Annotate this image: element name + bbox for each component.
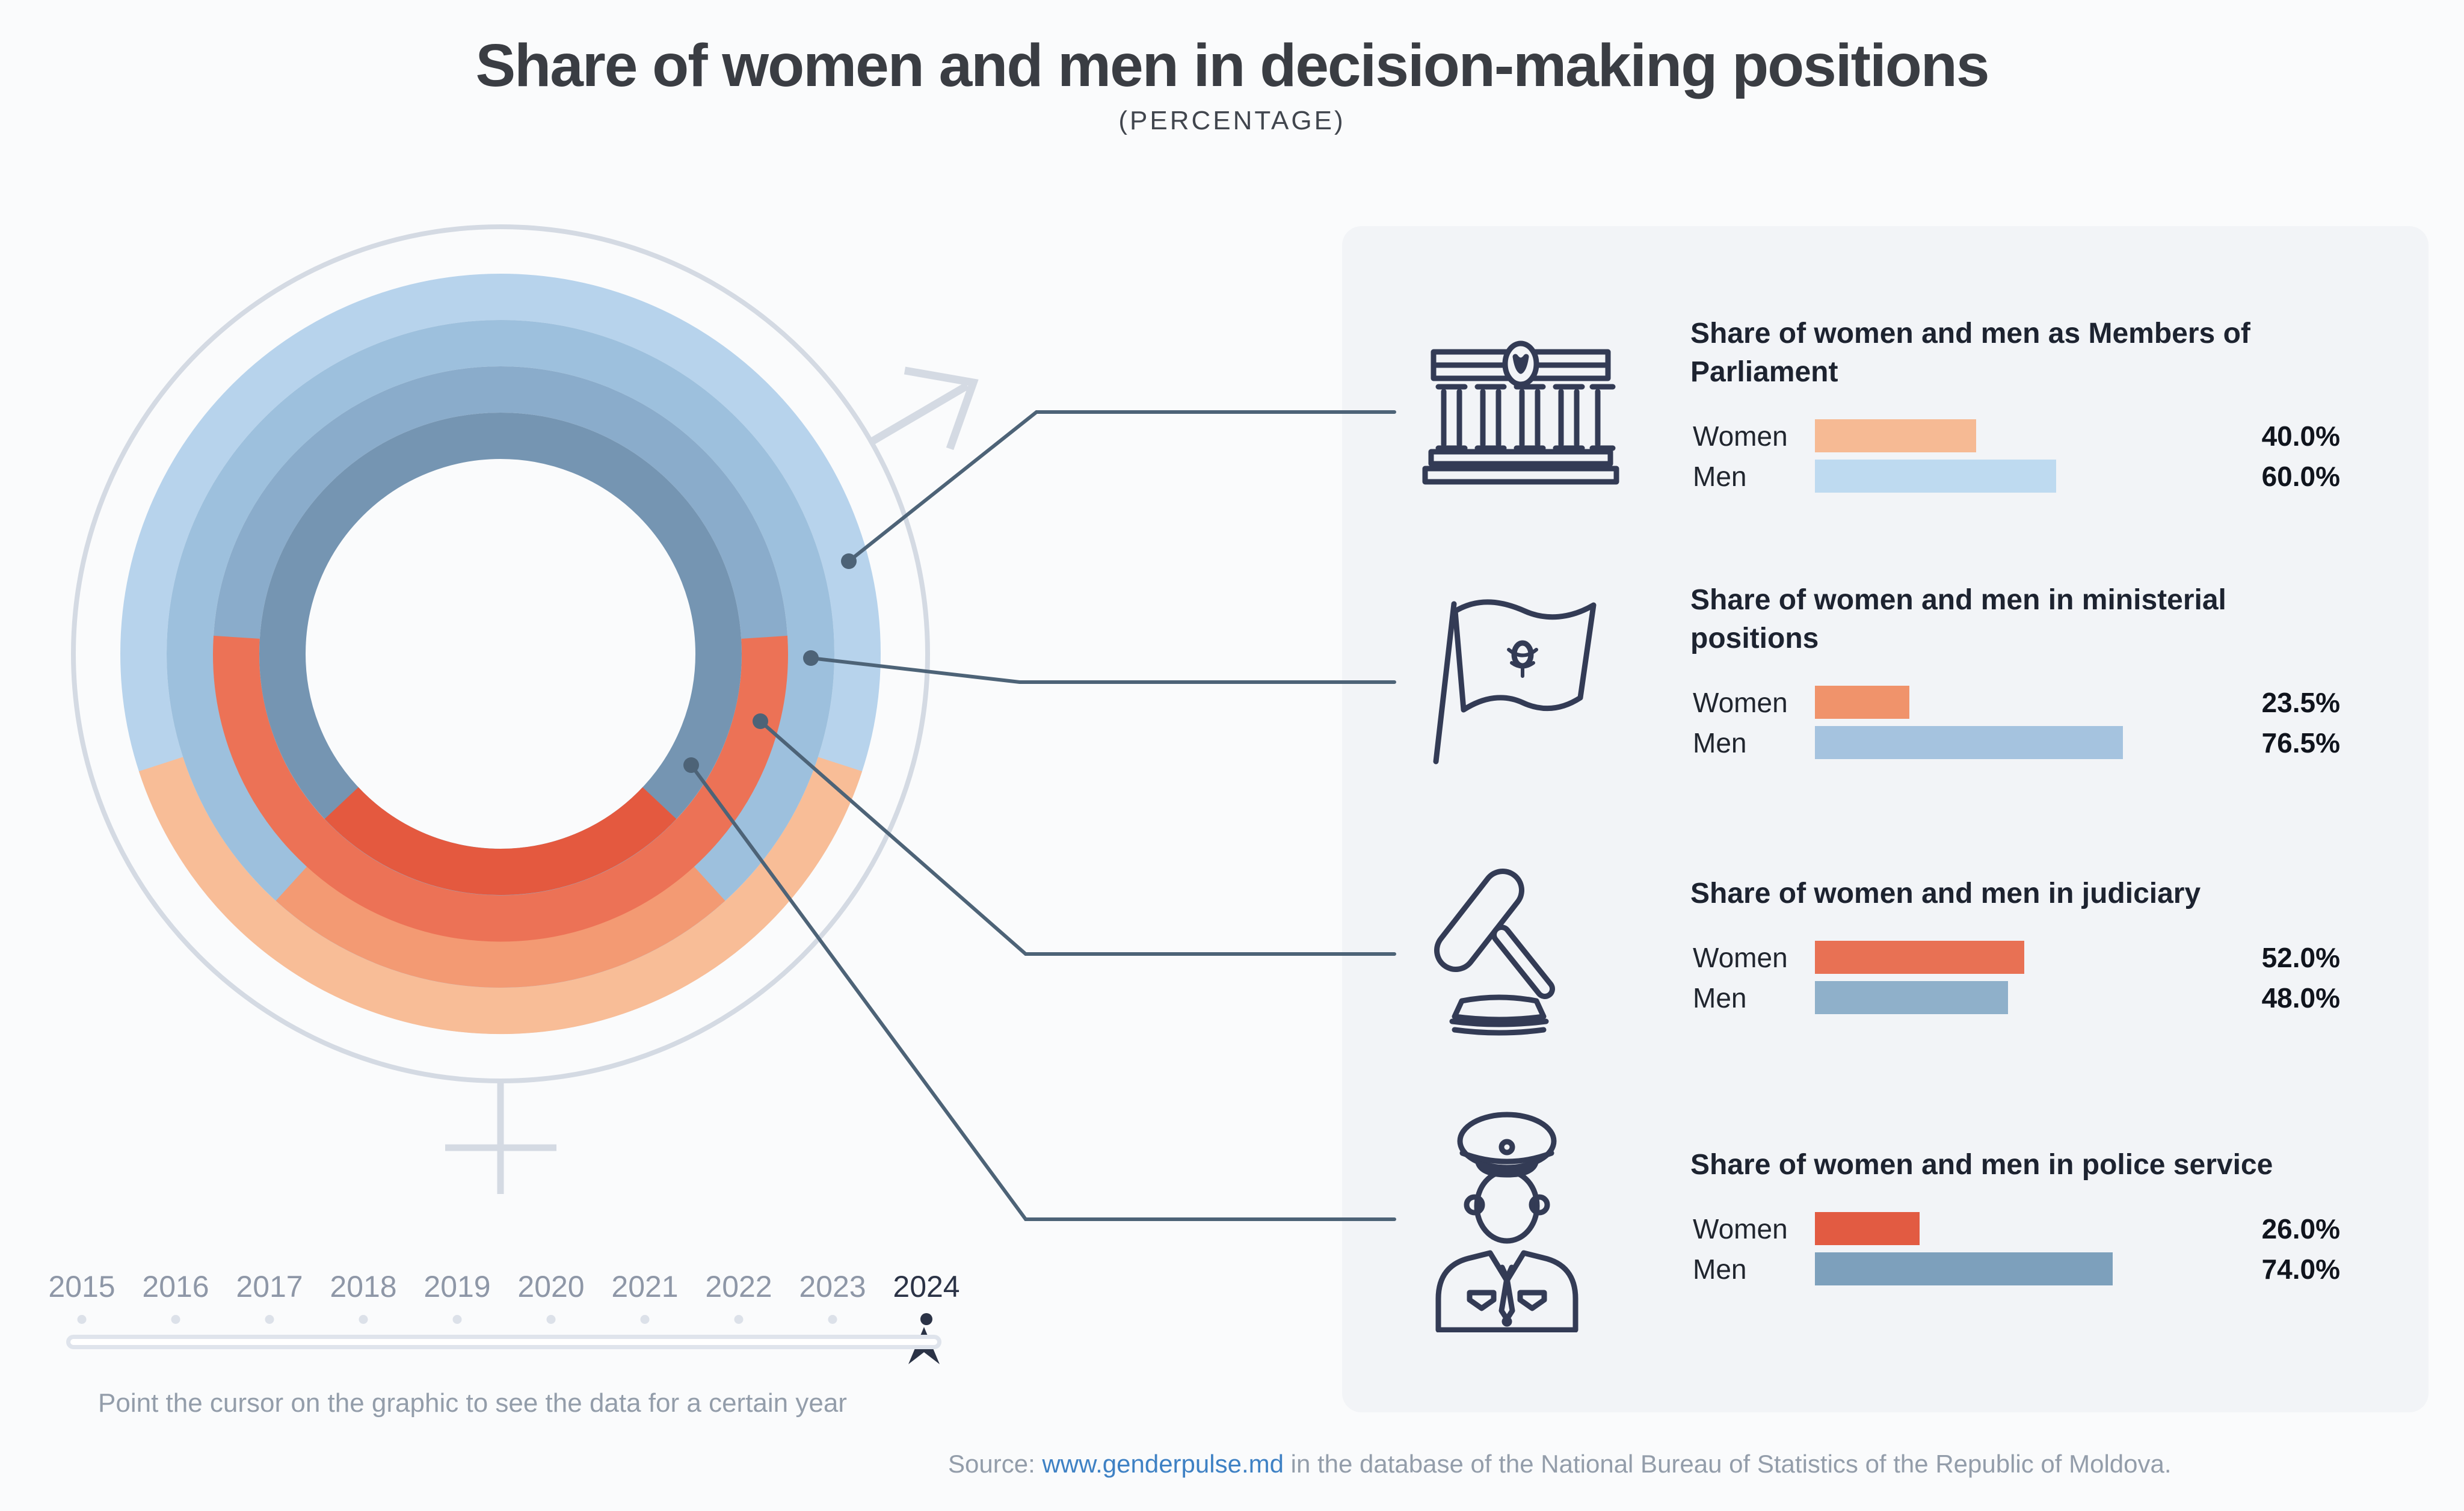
female-symbol-cross (445, 1081, 556, 1194)
timeline-year-2020[interactable]: 2020 (517, 1270, 585, 1303)
male-symbol-arrow-icon (870, 366, 979, 451)
connector-police (689, 763, 1396, 1221)
page-subtitle: (PERCENTAGE) (1118, 106, 1346, 135)
timeline-year-2015[interactable]: 2015 (48, 1270, 116, 1303)
stat-row-women: Women 26.0% (1690, 1212, 2340, 1245)
men-label: Men (1693, 460, 1747, 492)
gender-symbol (71, 224, 979, 1194)
men-value: 76.5% (2261, 727, 2340, 759)
section-ministerial: Share of women and men in ministerial po… (1690, 581, 2340, 766)
connector-dots (683, 553, 857, 773)
timeline-dot-2018[interactable] (359, 1315, 368, 1324)
timeline-dot-2016[interactable] (171, 1315, 180, 1324)
ring-women-1[interactable] (276, 866, 725, 988)
timeline-year-2017[interactable]: 2017 (236, 1270, 303, 1303)
source-line: Source: www.genderpulse.md in the databa… (948, 1450, 2172, 1479)
timeline-year-2019[interactable]: 2019 (424, 1270, 491, 1303)
section-title: Share of women and men in judiciary (1690, 878, 2201, 909)
page-title: Share of women and men in decision-makin… (475, 32, 1989, 99)
connector-ministerial (809, 656, 1396, 684)
men-value: 60.0% (2261, 460, 2340, 492)
source-link[interactable]: www.genderpulse.md (1042, 1450, 1284, 1478)
timeline-dot-2017[interactable] (265, 1315, 274, 1324)
stat-row-women: Women 40.0% (1690, 419, 2340, 452)
ring-men-1[interactable] (167, 320, 834, 988)
connector-lines (689, 410, 1396, 1221)
section-title: Share of women and men as Members of Par… (1690, 318, 2250, 388)
women-value: 40.0% (2261, 420, 2340, 452)
connector-judiciary (759, 719, 1396, 956)
women-label: Women (1693, 420, 1788, 452)
stat-row-men: Men 74.0% (1690, 1252, 2340, 1285)
ring-women-2[interactable] (213, 636, 788, 942)
timeline-dots[interactable] (0, 1313, 1023, 1327)
women-value: 23.5% (2261, 686, 2340, 718)
section-parliament: Share of women and men as Members of Par… (1690, 315, 2340, 500)
stat-row-men: Men 48.0% (1690, 981, 2340, 1014)
timeline-dot-2022[interactable] (734, 1315, 744, 1324)
women-bar (1815, 419, 1976, 452)
timeline-dot-2020[interactable] (546, 1315, 556, 1324)
female-symbol-circle (71, 224, 930, 1083)
women-bar (1815, 1212, 1920, 1245)
ring-men-3[interactable] (259, 413, 742, 895)
women-bar (1815, 941, 2024, 974)
stat-row-women: Women 23.5% (1690, 686, 2340, 719)
section-title: Share of women and men in ministerial po… (1690, 584, 2226, 654)
timeline-year-2018[interactable]: 2018 (330, 1270, 397, 1303)
section-judiciary: Share of women and men in judiciary Wome… (1690, 875, 2340, 1021)
men-label: Men (1693, 982, 1747, 1014)
timeline-year-2022[interactable]: 2022 (705, 1270, 772, 1303)
men-bar (1815, 460, 2057, 493)
women-label: Women (1693, 1213, 1788, 1245)
women-bar (1815, 686, 1910, 719)
timeline-year-2021[interactable]: 2021 (611, 1270, 679, 1303)
ring-women-0[interactable] (138, 757, 863, 1035)
source-label: Source: (948, 1450, 1043, 1478)
stat-row-men: Men 60.0% (1690, 460, 2340, 493)
men-label: Men (1693, 1253, 1747, 1285)
timeline-dot-2015[interactable] (77, 1315, 87, 1324)
parliament-building-icon (1420, 334, 1621, 490)
men-value: 48.0% (2261, 982, 2340, 1014)
section-police: Share of women and men in police service… (1690, 1146, 2340, 1293)
timeline-dot-2023[interactable] (828, 1315, 837, 1324)
women-value: 52.0% (2261, 941, 2340, 973)
timeline-hint: Point the cursor on the graphic to see t… (98, 1388, 847, 1418)
women-label: Women (1693, 941, 1788, 973)
ring-men-0[interactable] (120, 274, 881, 1034)
timeline-year-2024[interactable]: 2024 (893, 1270, 960, 1303)
men-bar (1815, 981, 2009, 1014)
ring-women-3[interactable] (324, 787, 677, 895)
stat-row-men: Men 76.5% (1690, 726, 2340, 759)
section-title: Share of women and men in police service (1690, 1149, 2273, 1181)
connector-parliament (847, 410, 1396, 563)
men-label: Men (1693, 727, 1747, 759)
ring-men-2[interactable] (213, 366, 788, 941)
men-bar (1815, 726, 2123, 759)
men-value: 74.0% (2261, 1253, 2340, 1285)
men-bar (1815, 1252, 2113, 1285)
timeline-dot-2019[interactable] (452, 1315, 462, 1324)
women-value: 26.0% (2261, 1213, 2340, 1245)
women-label: Women (1693, 686, 1788, 718)
stat-row-women: Women 52.0% (1690, 941, 2340, 974)
police-officer-icon (1419, 1107, 1595, 1332)
timeline-year-2023[interactable]: 2023 (799, 1270, 866, 1303)
timeline-year-2016[interactable]: 2016 (142, 1270, 209, 1303)
moldova-flag-icon (1419, 594, 1618, 766)
gavel-icon (1427, 864, 1571, 1037)
year-slider-track[interactable] (66, 1335, 941, 1349)
source-text: in the database of the National Bureau o… (1283, 1450, 2172, 1478)
timeline-dot-2024[interactable] (920, 1313, 932, 1325)
donut-rings[interactable] (120, 274, 881, 1035)
timeline-dot-2021[interactable] (640, 1315, 650, 1324)
timeline-year-labels[interactable]: 2015 2016 2017 2018 2019 2020 2021 2022 2023 2024 (0, 1269, 1023, 1303)
